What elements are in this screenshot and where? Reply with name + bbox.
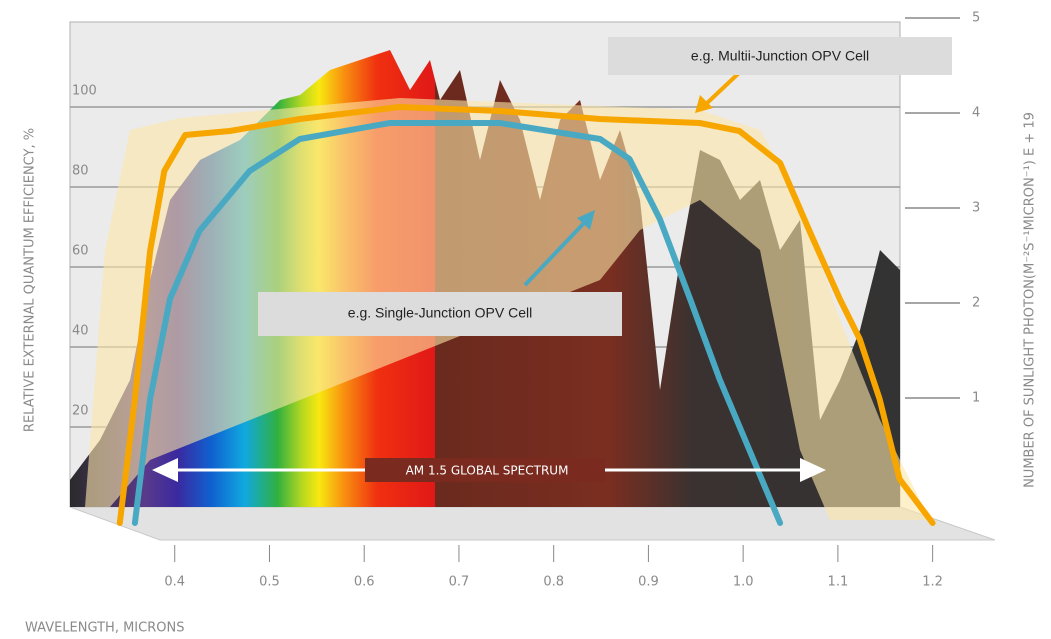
y2-axis-label: NUMBER OF SUNLIGHT PHOTON(M⁻²S⁻¹MICRON⁻¹…	[1023, 112, 1038, 488]
x-tick-label: 0.5	[259, 575, 280, 590]
label-box	[608, 37, 952, 75]
x-tick-label: 1.0	[733, 575, 754, 590]
y2-tick-label: 3	[972, 201, 980, 216]
y-axis-label: RELATIVE EXTERNAL QUANTUM EFFICIENCY, %	[23, 128, 38, 432]
x-tick-label: 0.7	[449, 575, 470, 590]
y2-tick-label: 1	[972, 391, 980, 406]
pointer-head	[577, 210, 595, 230]
pointer	[523, 220, 587, 287]
arrow-head	[152, 458, 178, 482]
y-tick-label: 20	[72, 404, 89, 419]
y2-tick-label: 4	[972, 106, 980, 121]
x-tick-label: 1.2	[922, 575, 943, 590]
x-tick-label: 0.4	[164, 575, 185, 590]
y-tick-label: 40	[72, 324, 89, 339]
x-tick-label: 0.9	[638, 575, 659, 590]
y2-tick-label: 2	[972, 296, 980, 311]
arrow-head	[800, 458, 826, 482]
x-axis-label: WAVELENGTH, MICRONS	[25, 621, 184, 636]
y-tick-label: 100	[72, 84, 97, 99]
x-tick-label: 1.1	[828, 575, 849, 590]
annotation: AM 1.5 GLOBAL SPECTRUM	[406, 464, 569, 478]
y-tick-label: 60	[72, 244, 89, 259]
series-line	[116, 104, 936, 526]
annotation-bg	[365, 458, 605, 482]
x-tick-label: 0.8	[543, 575, 564, 590]
pointer-head	[695, 95, 713, 113]
series-label: e.g. Multii-Junction OPV Cell	[691, 48, 869, 64]
x-tick-label: 0.6	[354, 575, 375, 590]
y-tick-label: 80	[72, 164, 89, 179]
series-line	[131, 120, 784, 526]
label-box	[258, 292, 622, 336]
y2-tick-label: 5	[972, 11, 980, 26]
pointer	[703, 70, 742, 107]
series-label: e.g. Single-Junction OPV Cell	[348, 305, 532, 321]
